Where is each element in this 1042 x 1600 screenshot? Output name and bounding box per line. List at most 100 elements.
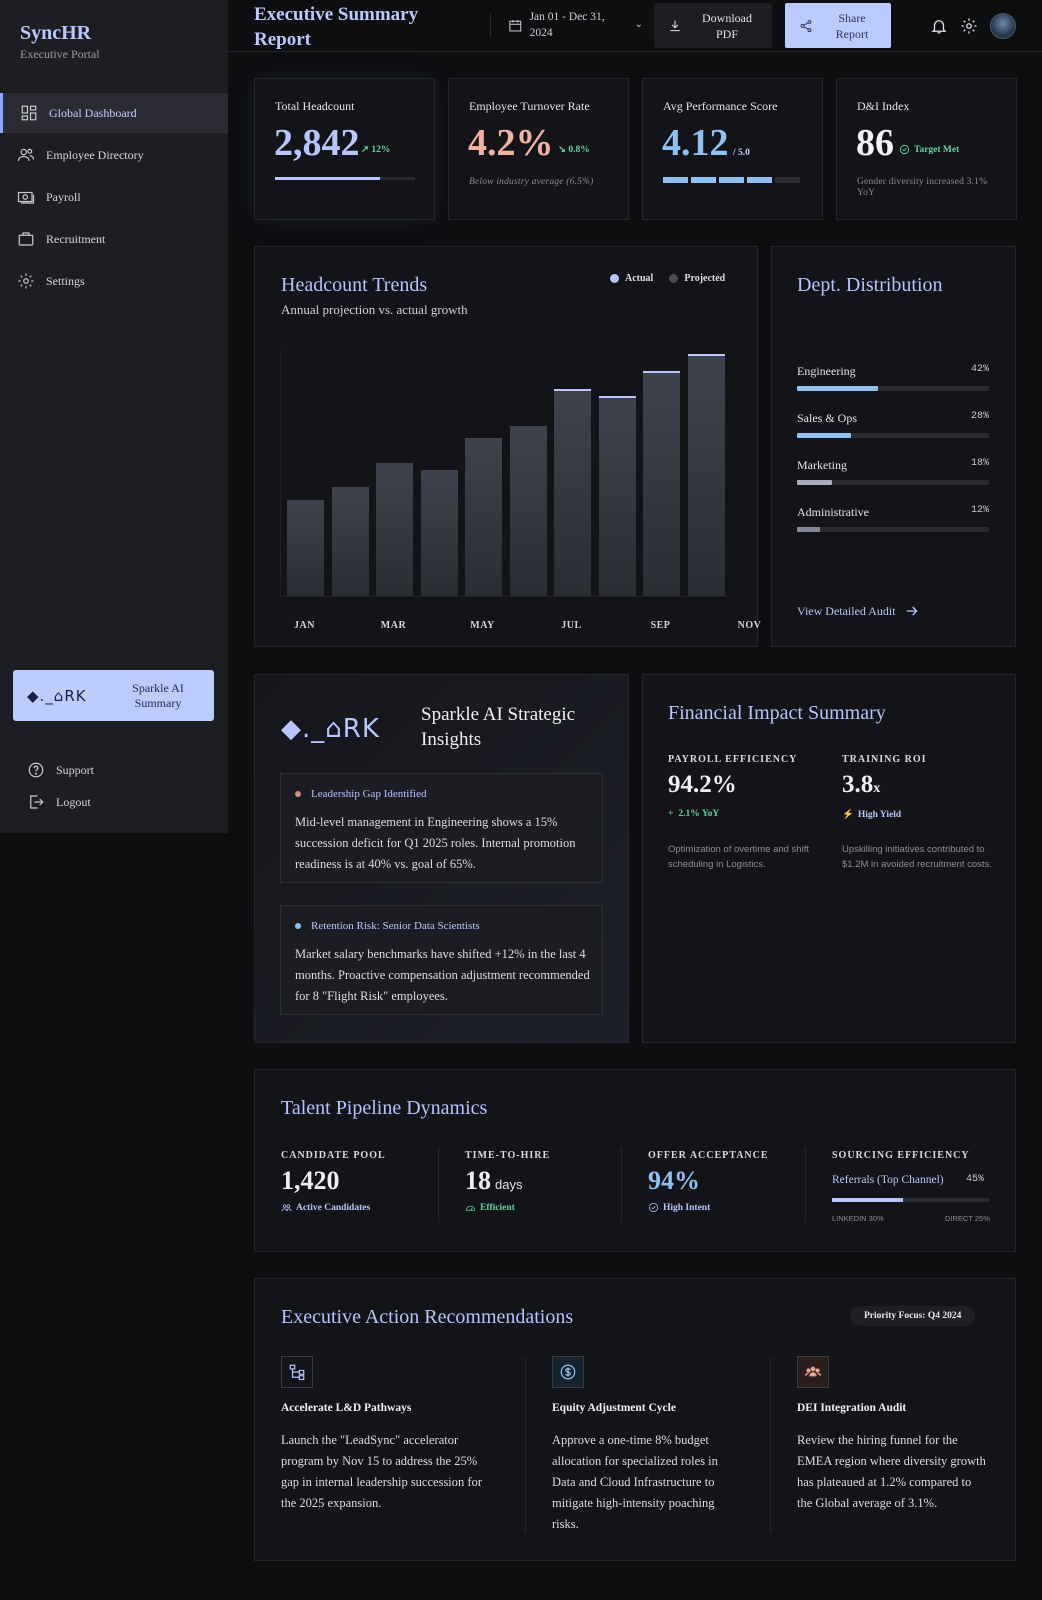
time-to-hire-label: TIME-TO-HIRE: [465, 1150, 551, 1161]
dept-pct: 12%: [970, 505, 989, 516]
kpi-value: 2,842: [274, 122, 360, 164]
pipeline-divider: [438, 1147, 439, 1222]
chart-bar[interactable]: [687, 353, 725, 596]
rec-body: Review the hiring funnel for the EMEA re…: [797, 1433, 986, 1510]
insight-heading: Retention Risk: Senior Data Scientists: [295, 920, 480, 932]
dept-track: [797, 386, 989, 391]
training-roi-tag: ⚡ High Yield: [842, 809, 902, 821]
sidebar-item-settings[interactable]: Settings: [0, 261, 228, 301]
header-divider: [490, 14, 491, 38]
performance-segment: [775, 177, 800, 183]
pipeline-divider: [805, 1147, 806, 1222]
dept-pct: 18%: [970, 458, 989, 469]
kpi-value: 86: [856, 122, 894, 164]
chart-bar[interactable]: [331, 487, 369, 596]
dept-distribution-card: [771, 246, 1016, 647]
gear-icon[interactable]: [960, 17, 978, 35]
view-detailed-audit-link[interactable]: View Detailed Audit: [797, 603, 920, 619]
sourcing-track: [832, 1198, 989, 1202]
rec-body: Launch the "LeadSync" accelerator progra…: [281, 1433, 482, 1510]
kpi-performance: Avg Performance Score 4.12 / 5.0: [642, 78, 823, 220]
sourcing-left-label: LINKEDIN 30%: [832, 1214, 884, 1223]
financial-title: Financial Impact Summary: [668, 702, 886, 724]
legend-projected-swatch: [669, 274, 679, 283]
insight-dot: [295, 923, 301, 929]
insight-retention-risk: Retention Risk: Senior Data Scientists M…: [280, 905, 603, 1015]
x-axis-tick-label: JUL: [561, 620, 582, 631]
chart-bar[interactable]: [465, 437, 502, 596]
bar-chart-plot: [280, 350, 728, 597]
sourcing-pct: 45%: [966, 1174, 985, 1185]
chart-bar[interactable]: [287, 499, 324, 596]
sourcing-fill: [832, 1198, 903, 1202]
legend-projected: Projected: [684, 273, 726, 284]
legend-actual-swatch: [610, 274, 619, 283]
rec-divider: [770, 1357, 771, 1533]
kpi-scale: / 5.0: [733, 148, 750, 158]
rec-divider: [525, 1357, 526, 1533]
help-icon: [28, 762, 44, 778]
financial-impact-card: [642, 674, 1016, 1043]
arrow-right-icon: [906, 606, 918, 616]
talent-pipeline-card: [254, 1069, 1016, 1252]
payroll-icon: [16, 187, 36, 207]
training-roi-value: 3.8x: [842, 771, 881, 798]
plus-icon: +: [668, 809, 674, 819]
x-axis-tick-label: JAN: [294, 620, 315, 631]
chart-bar[interactable]: [509, 425, 547, 596]
share-label: Share Report: [835, 10, 869, 41]
chart-bar[interactable]: [554, 388, 591, 596]
sparkle-ai-summary-button[interactable]: ◆._⌂RK Sparkle AI Summary: [13, 670, 214, 721]
gear-icon: [16, 271, 36, 291]
chart-bar[interactable]: [420, 470, 458, 596]
sidebar: SyncHR Executive Portal Global Dashboard…: [0, 0, 228, 833]
sourcing-right-label: DIRECT 25%: [945, 1214, 990, 1223]
group-icon: [281, 1204, 292, 1212]
priority-badge: Priority Focus: Q4 2024: [850, 1306, 976, 1326]
date-range-picker[interactable]: Jan 01 - Dec 31, 2024 ⌄: [508, 9, 643, 41]
dashboard-icon: [19, 103, 39, 123]
kpi-delta: ↘ 0.8%: [558, 145, 590, 155]
kpi-label: Employee Turnover Rate: [469, 99, 590, 113]
chart-bar[interactable]: [598, 395, 636, 596]
kpi-label: Avg Performance Score: [663, 99, 778, 113]
kpi-tag: Target Met: [899, 144, 959, 155]
dept-row: Sales & Ops 28%: [797, 411, 989, 438]
rec-body: Approve a one-time 8% budget allocation …: [552, 1433, 718, 1531]
trend-up-icon: ↗: [361, 145, 369, 155]
sourcing-channel: Referrals (Top Channel): [832, 1174, 944, 1186]
share-report-button[interactable]: Share Report: [785, 3, 891, 48]
download-pdf-button[interactable]: Download PDF: [654, 3, 772, 48]
chart-bar[interactable]: [643, 371, 680, 596]
sidebar-item-recruitment[interactable]: Recruitment: [0, 219, 228, 259]
trend-down-icon: ↘: [558, 145, 566, 155]
share-icon: [800, 19, 812, 32]
candidate-pool-tag: Active Candidates: [281, 1202, 370, 1213]
sidebar-item-label: Settings: [46, 273, 85, 288]
chart-bar[interactable]: [376, 462, 413, 596]
dept-row: Administrative 12%: [797, 505, 989, 532]
dept-row: Engineering 42%: [797, 364, 989, 391]
performance-segment: [663, 177, 688, 183]
sidebar-item-global-dashboard[interactable]: Global Dashboard: [0, 93, 228, 133]
rec-title: DEI Integration Audit: [797, 1402, 907, 1414]
dept-pct: 28%: [970, 411, 989, 422]
sidebar-item-payroll[interactable]: Payroll: [0, 177, 228, 217]
bell-icon[interactable]: [930, 17, 948, 35]
kpi-note: Below industry average (6.5%): [469, 177, 594, 187]
avatar[interactable]: [990, 13, 1016, 39]
training-roi-desc: Upskilling initiatives contributed to $1…: [842, 844, 992, 870]
audit-link-label: View Detailed Audit: [797, 603, 896, 618]
recommendations-title: Executive Action Recommendations: [281, 1306, 574, 1328]
support-label: Support: [56, 762, 95, 777]
performance-segments: [663, 177, 800, 183]
support-link[interactable]: Support: [27, 754, 94, 786]
rec-title: Accelerate L&D Pathways: [281, 1402, 412, 1414]
sidebar-item-employee-directory[interactable]: Employee Directory: [0, 135, 228, 175]
brand: SyncHR Executive Portal: [20, 22, 100, 62]
logout-link[interactable]: Logout: [27, 786, 94, 818]
download-icon: [670, 20, 680, 31]
dept-fill: [797, 433, 851, 438]
dept-title: Dept. Distribution: [797, 274, 943, 296]
pipeline-title: Talent Pipeline Dynamics: [281, 1097, 488, 1119]
